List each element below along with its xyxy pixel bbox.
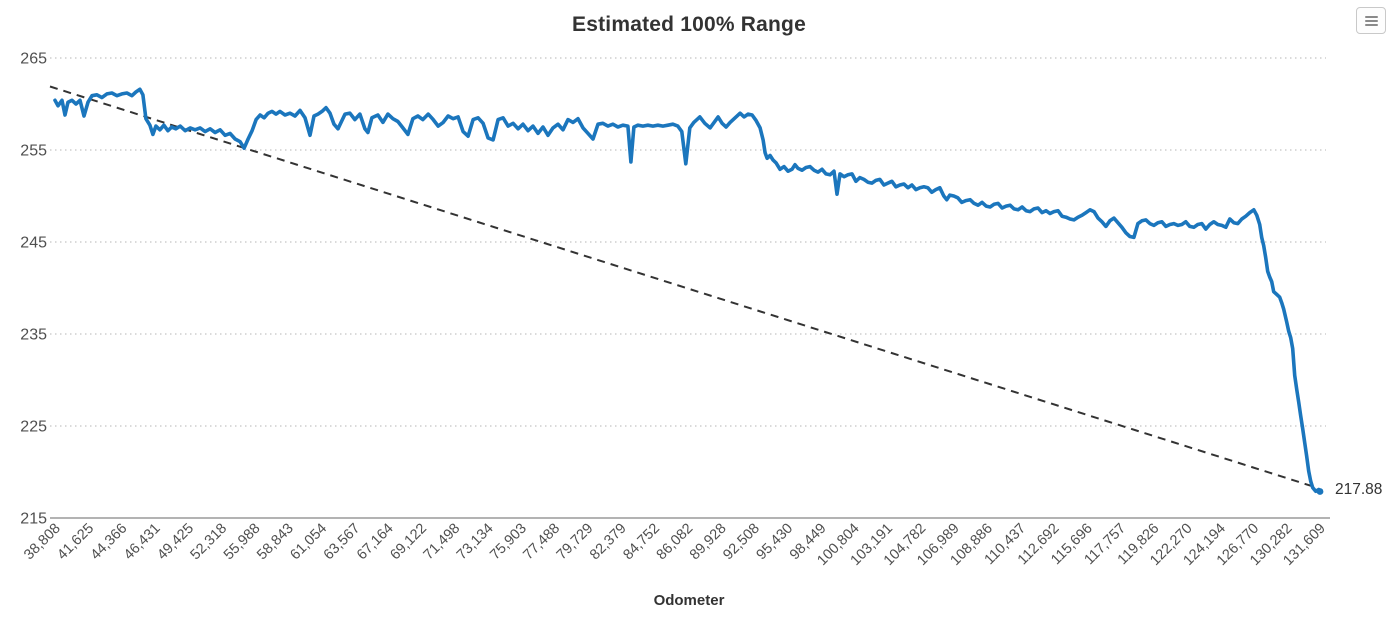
x-tick-label: 82,379	[587, 521, 630, 564]
series-end-value-label: 217.88	[1335, 481, 1383, 498]
x-tick-label: 58,843	[254, 521, 297, 564]
y-tick-label: 265	[20, 51, 47, 68]
chart-title: Estimated 100% Range	[572, 13, 806, 36]
x-tick-label: 49,425	[154, 521, 197, 564]
x-tick-label: 75,903	[487, 521, 530, 564]
x-axis-title: Odometer	[653, 592, 725, 609]
y-tick-label: 245	[20, 235, 47, 252]
x-tick-label: 92,508	[720, 521, 763, 564]
x-tick-label: 79,729	[554, 521, 597, 564]
x-tick-label: 84,752	[620, 521, 663, 564]
x-tick-label: 89,928	[687, 521, 730, 564]
trend-line	[49, 85, 1318, 489]
x-tick-label: 63,567	[321, 521, 364, 564]
hamburger-menu-icon	[1364, 15, 1378, 26]
series-end-dot	[1316, 488, 1324, 495]
x-tick-label: 71,498	[421, 521, 464, 564]
x-tick-label: 44,366	[88, 521, 131, 564]
x-tick-label: 95,430	[754, 521, 797, 564]
chart-context-menu-button[interactable]	[1356, 7, 1386, 34]
y-tick-label: 225	[20, 419, 47, 436]
x-tick-label: 55,988	[221, 521, 264, 564]
range-series-line	[53, 87, 1322, 494]
x-tick-label: 52,318	[188, 521, 231, 564]
x-tick-label: 73,134	[454, 521, 497, 564]
x-tick-label: 69,122	[387, 521, 430, 564]
x-tick-label: 67,164	[354, 521, 397, 564]
x-tick-label: 41,625	[54, 521, 97, 564]
x-tick-label: 46,431	[121, 521, 164, 564]
y-tick-label: 255	[20, 143, 47, 160]
x-tick-label: 77,488	[520, 521, 563, 564]
x-tick-label: 86,082	[654, 521, 697, 564]
y-tick-label: 235	[20, 327, 47, 344]
x-tick-label: 61,054	[287, 521, 330, 564]
y-tick-label: 215	[20, 511, 47, 528]
